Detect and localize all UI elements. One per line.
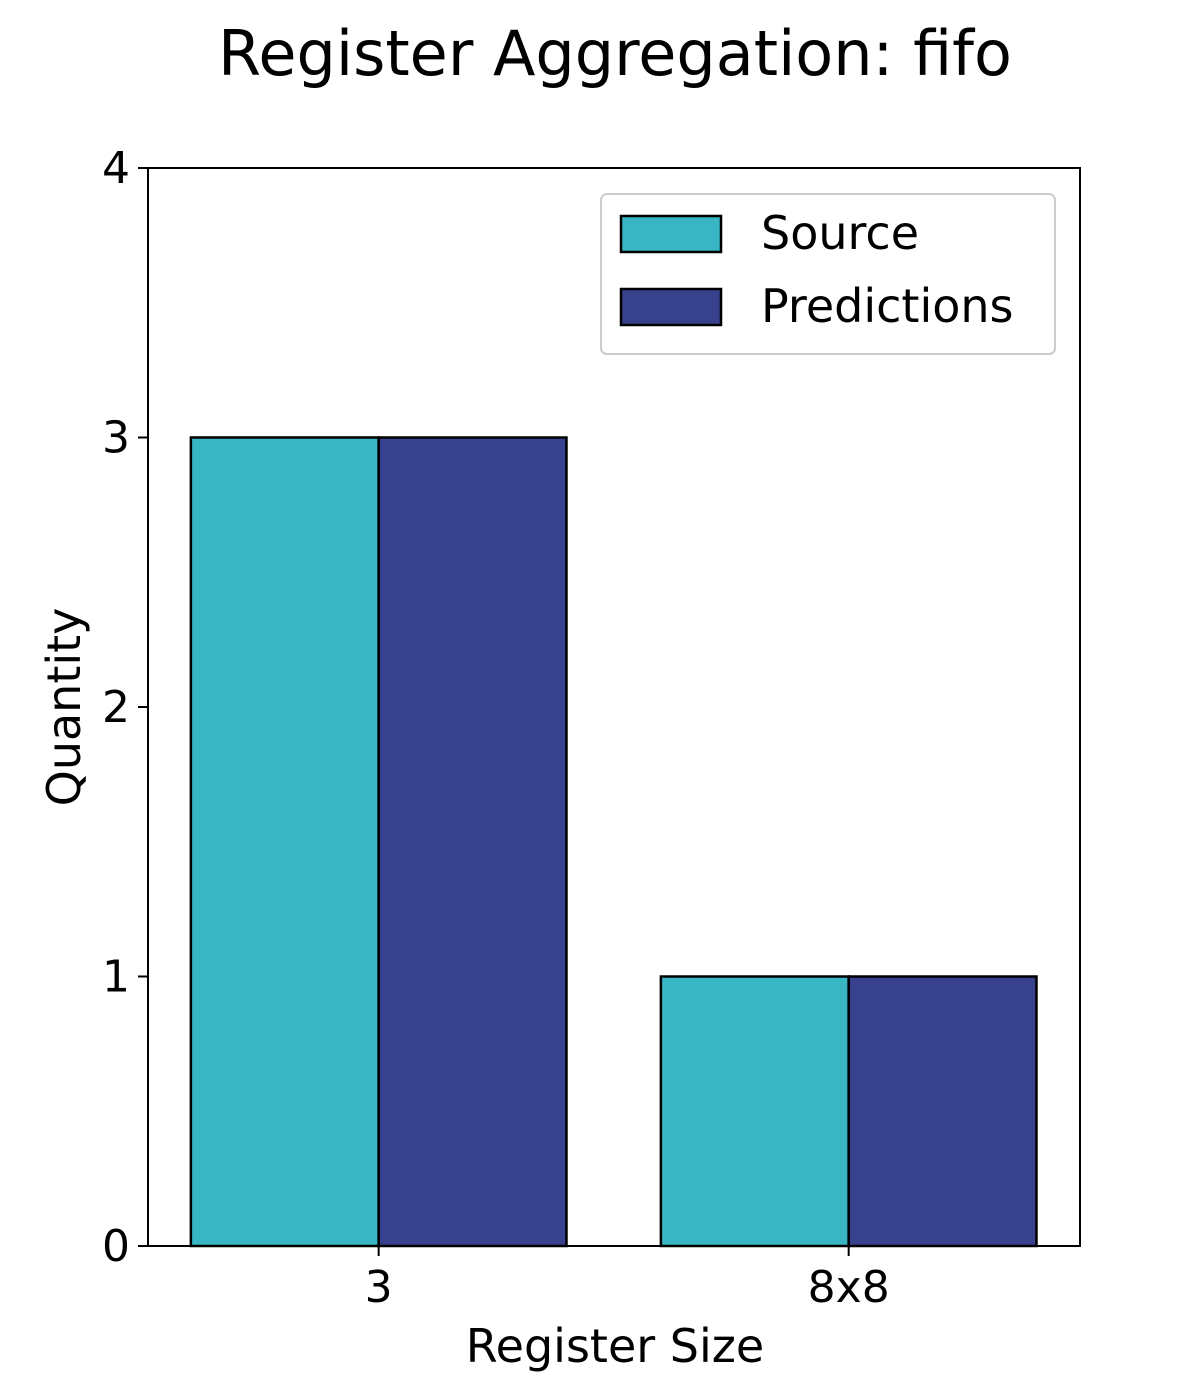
axes-layer: 0 1 2 3 4 3 8x8 xyxy=(102,143,1081,1313)
y-tick-label: 2 xyxy=(102,682,130,733)
legend-swatch-predictions xyxy=(619,287,723,327)
chart-title: Register Aggregation: fifo xyxy=(218,17,1012,90)
legend-label-predictions: Predictions xyxy=(761,279,1013,333)
x-axis-label: Register Size xyxy=(466,1319,764,1373)
bars-layer xyxy=(189,436,1038,1248)
bar-predictions-8x8 xyxy=(847,975,1038,1248)
y-tick-label: 3 xyxy=(102,413,130,464)
bar-source-3 xyxy=(189,436,380,1248)
legend-swatch-source xyxy=(619,214,723,254)
y-axis-label: Quantity xyxy=(37,608,91,807)
y-tick-label: 4 xyxy=(102,143,130,194)
x-tick-label: 3 xyxy=(365,1262,393,1313)
legend-label-source: Source xyxy=(761,206,919,260)
y-tick-label: 0 xyxy=(102,1221,130,1272)
legend: Source Predictions xyxy=(600,193,1056,355)
bar-source-8x8 xyxy=(659,975,850,1248)
x-tick-label: 8x8 xyxy=(808,1262,890,1313)
bar-predictions-3 xyxy=(377,436,568,1248)
y-tick-label: 1 xyxy=(102,952,130,1003)
